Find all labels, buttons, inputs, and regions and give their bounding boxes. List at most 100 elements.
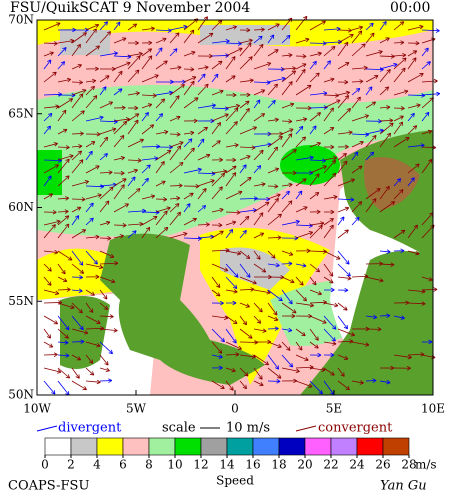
- wind-arrow: [43, 352, 58, 357]
- wind-arrow: [393, 136, 410, 148]
- wind-arrow: [253, 263, 267, 273]
- wind-arrow: [323, 77, 335, 83]
- wind-arrow: [57, 353, 70, 358]
- colorbar-cell: [200, 437, 228, 456]
- wind-arrow: [225, 165, 237, 174]
- wind-arrow: [99, 367, 110, 373]
- wind-arrow: [351, 30, 363, 44]
- wind-arrow: [337, 197, 355, 202]
- wind-arrow: [169, 32, 180, 44]
- wind-arrow: [253, 232, 265, 239]
- wind-arrow: [141, 216, 158, 226]
- wind-arrow: [197, 126, 209, 135]
- wind-arrow: [71, 380, 87, 391]
- land: [300, 251, 433, 395]
- wind-arrow: [57, 223, 70, 239]
- wind-arrow: [183, 203, 191, 213]
- wind-arrow: [295, 302, 315, 308]
- wind-arrow: [225, 210, 241, 215]
- wind-arrow: [71, 339, 85, 344]
- colorbar-tick-label: 6: [119, 458, 127, 472]
- wind-arrow: [57, 287, 71, 292]
- wind-arrow: [407, 40, 420, 46]
- wind-arrow: [421, 276, 433, 282]
- wind-arrow: [211, 263, 229, 272]
- wind-arrow: [337, 216, 345, 226]
- wind-arrow: [281, 276, 295, 284]
- wind-arrow: [211, 365, 223, 371]
- wind-arrow: [351, 341, 370, 347]
- wind-arrow: [113, 70, 123, 83]
- wind-arrow: [239, 302, 250, 308]
- wind-arrow: [239, 315, 247, 326]
- wind-arrow: [141, 74, 159, 83]
- wind-arrow: [99, 170, 113, 175]
- colorbar-cell: [96, 437, 124, 456]
- wind-arrow: [85, 28, 97, 44]
- wind-arrow: [281, 119, 293, 124]
- wind-arrow: [421, 47, 429, 57]
- wind-arrow: [365, 327, 382, 332]
- wind-arrow: [309, 315, 327, 324]
- wind-arrow: [309, 380, 323, 395]
- wind-arrow: [309, 341, 319, 349]
- wind-arrow: [57, 109, 67, 122]
- wind-arrow: [393, 89, 409, 96]
- wind-arrow: [337, 95, 350, 109]
- wind-arrow: [393, 365, 411, 371]
- wind-arrow: [71, 131, 84, 136]
- wind-arrow: [43, 104, 60, 109]
- wind-arrow: [309, 20, 326, 31]
- wind-arrow: [239, 229, 247, 239]
- wind-arrow: [267, 235, 282, 240]
- wind-arrow: [281, 170, 297, 176]
- wind-arrow: [351, 114, 370, 122]
- wind-arrow: [281, 302, 297, 314]
- wind-arrow: [57, 340, 69, 345]
- wind-arrow: [225, 352, 240, 357]
- wind-arrow: [239, 155, 251, 161]
- wind-arrow: [295, 289, 307, 302]
- wind-arrow: [323, 218, 334, 226]
- wind-arrow: [253, 149, 264, 161]
- wind-arrow: [239, 56, 253, 70]
- wind-arrow: [323, 287, 335, 293]
- wind-arrow: [365, 86, 373, 96]
- wind-arrow: [379, 262, 395, 267]
- wind-arrow: [155, 28, 172, 33]
- wind-arrow: [211, 186, 223, 200]
- wind-arrow: [71, 93, 84, 109]
- wind-arrow: [211, 341, 223, 354]
- wind-arrow: [295, 125, 304, 135]
- wind-arrow: [85, 315, 101, 324]
- wind-arrow: [57, 128, 68, 135]
- wind-arrow: [71, 80, 83, 85]
- wind-arrow: [225, 56, 236, 70]
- wind-arrow: [71, 328, 89, 335]
- wind-arrow: [85, 45, 100, 57]
- wind-arrow: [281, 313, 296, 319]
- wind-arrow: [267, 136, 283, 148]
- wind-arrow: [267, 367, 282, 379]
- wind-arrow: [197, 222, 210, 227]
- wind-arrow: [99, 328, 118, 333]
- wind-arrow: [351, 79, 364, 84]
- wind-arrow: [225, 107, 239, 122]
- wind-arrow: [351, 380, 364, 385]
- wind-arrow: [267, 49, 279, 57]
- divergent-label: divergent: [58, 421, 122, 436]
- wind-arrow: [85, 354, 94, 364]
- wind-arrow: [141, 93, 157, 98]
- wind-arrow: [295, 354, 309, 362]
- wind-arrow: [183, 97, 199, 109]
- wind-arrow: [99, 200, 110, 213]
- wind-arrow: [85, 234, 100, 240]
- colorbar-tick-label: 20: [297, 458, 312, 472]
- colorbar-tick-label: 22: [323, 458, 338, 472]
- wind-arrow: [57, 77, 72, 83]
- wind-arrow: [337, 354, 349, 360]
- wind-arrow: [295, 190, 303, 200]
- wind-arrow: [323, 302, 339, 308]
- wind-arrow: [267, 302, 278, 316]
